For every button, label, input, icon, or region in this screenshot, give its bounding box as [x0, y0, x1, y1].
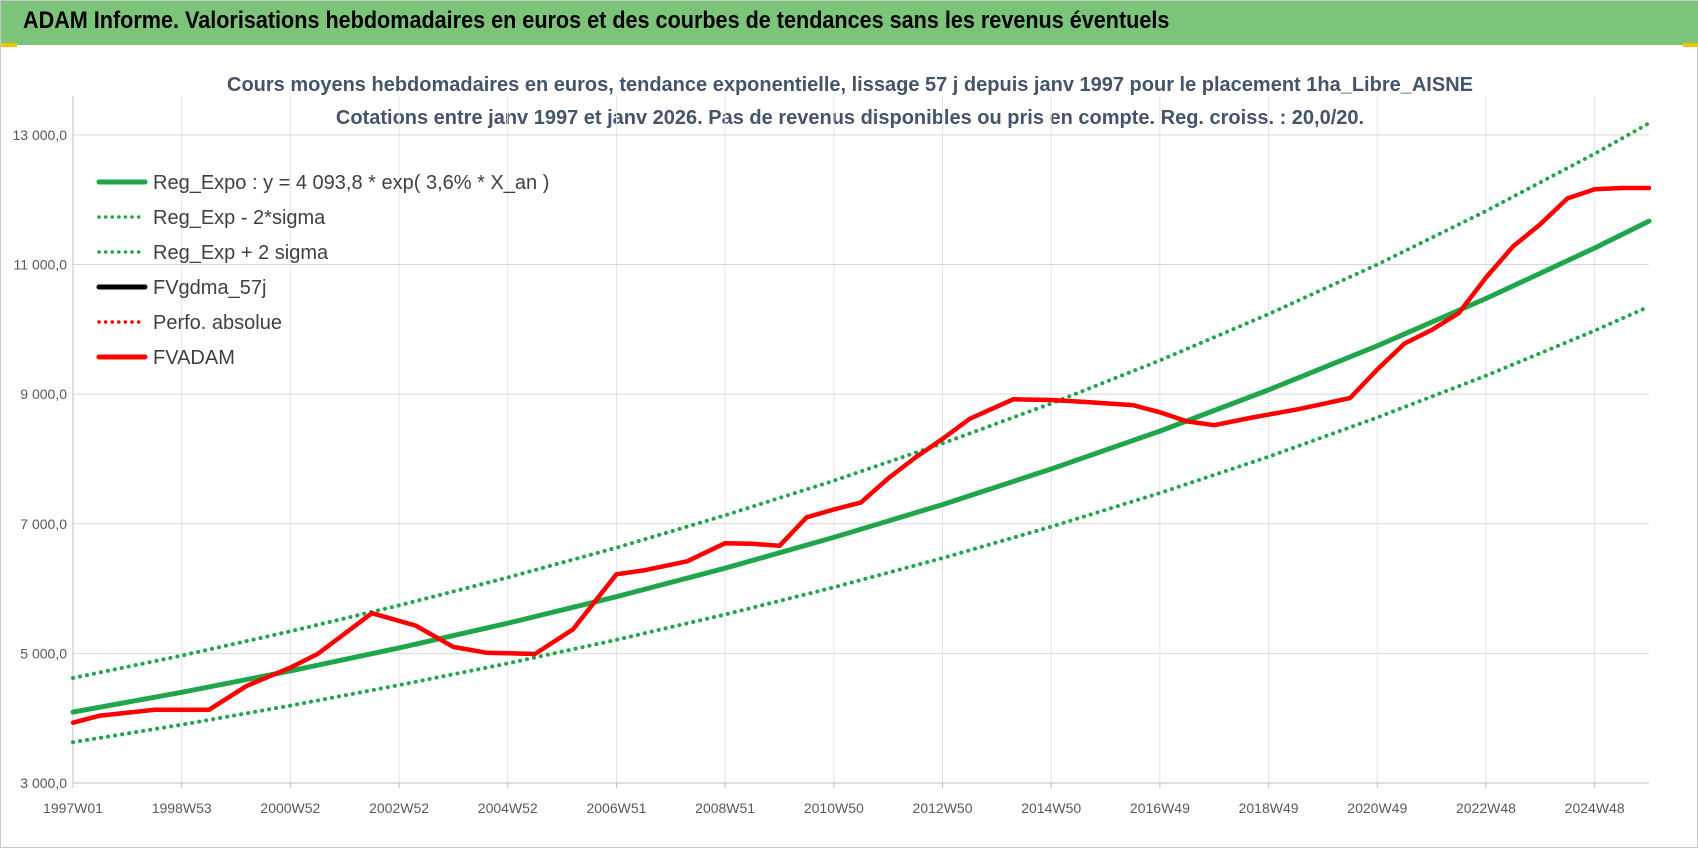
x-tick-label: 2022W48	[1456, 800, 1516, 816]
chart-title-line2: Cotations entre janv 1997 et janv 2026. …	[336, 107, 1364, 129]
banner-title: ADAM Informe. Valorisations hebdomadaire…	[23, 7, 1170, 34]
x-tick-label: 2010W50	[804, 800, 864, 816]
chart-title-line1: Cours moyens hebdomadaires en euros, ten…	[227, 74, 1473, 96]
x-axis: 1997W01 1998W53 2000W52 2002W52 2004W52 2006W…	[43, 782, 1649, 816]
series-line-3	[71, 121, 1651, 680]
x-tick-label: 2024W48	[1565, 800, 1625, 816]
y-tick-label: 5 000,0	[20, 645, 67, 661]
x-tick-label: 2020W49	[1347, 800, 1407, 816]
x-tick-label: 2018W49	[1239, 800, 1299, 816]
legend-label: FVgdma_57j	[153, 277, 266, 299]
legend-label: Reg_Expo : y = 4 093,8 * exp( 3,6% * X_a…	[153, 172, 549, 194]
legend-label: FVADAM	[153, 347, 235, 369]
series-line-6	[70, 185, 1652, 725]
legend-label: Perfo. absolue	[153, 312, 282, 334]
y-tick-label: 7 000,0	[20, 516, 67, 532]
y-axis: 3 000,0 5 000,0 7 000,0 9 000,0 11 000,0 13 0…	[13, 96, 74, 791]
header-banner: ADAM Informe. Valorisations hebdomadaire…	[1, 1, 1698, 45]
gridlines	[72, 96, 1649, 784]
x-tick-label: 2012W50	[913, 800, 973, 816]
y-tick-label: 13 000,0	[13, 127, 68, 143]
x-tick-label: 2016W49	[1130, 800, 1190, 816]
legend: Reg_Expo : y = 4 093,8 * exp( 3,6% * X_a…	[96, 172, 549, 369]
y-tick-label: 3 000,0	[20, 775, 67, 791]
x-tick-label: 2002W52	[369, 800, 429, 816]
x-tick-label: 2014W50	[1021, 800, 1081, 816]
y-tick-label: 9 000,0	[20, 386, 67, 402]
x-tick-label: 1998W53	[152, 800, 212, 816]
series-line-1	[70, 218, 1652, 715]
series-line-4	[71, 186, 1651, 725]
x-tick-label: 2000W52	[260, 800, 320, 816]
legend-label: Reg_Exp + 2 sigma	[153, 242, 329, 264]
series-lines	[70, 121, 1652, 745]
x-tick-label: 1997W01	[43, 800, 103, 816]
corner-marker-right	[1683, 43, 1698, 47]
legend-label: Reg_Exp - 2*sigma	[153, 207, 326, 229]
y-tick-label: 11 000,0	[14, 257, 68, 273]
series-line-2	[71, 304, 1651, 745]
x-tick-label: 2008W51	[695, 800, 755, 816]
x-tick-label: 2004W52	[478, 800, 538, 816]
corner-marker-left	[1, 43, 17, 47]
x-tick-label: 2006W51	[586, 800, 646, 816]
